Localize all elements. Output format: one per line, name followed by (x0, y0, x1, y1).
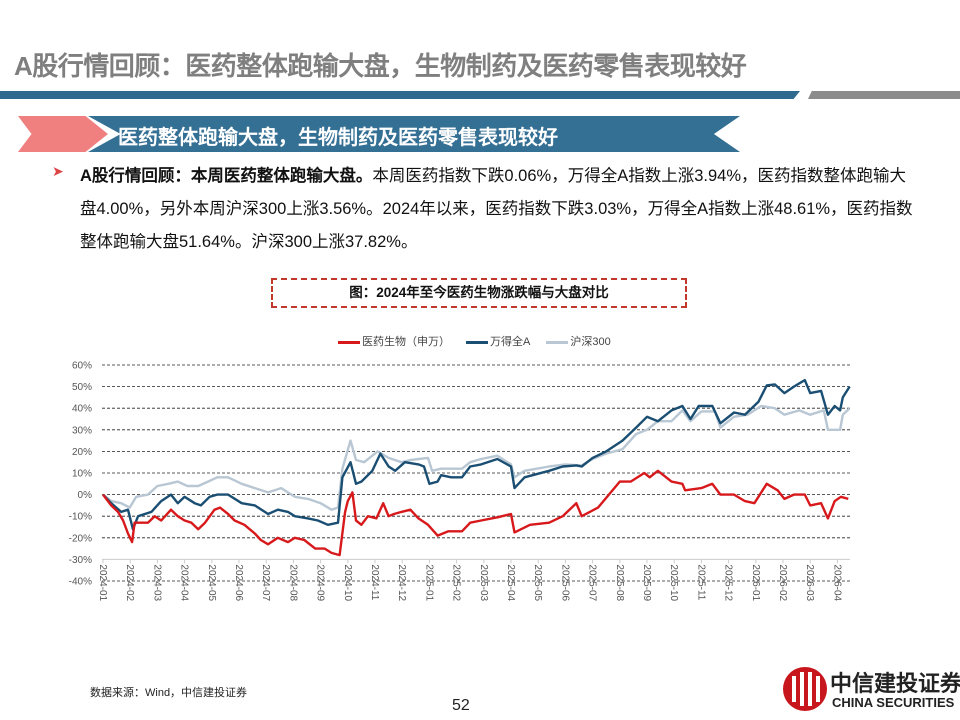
x-tick-label: 2024-10 (342, 564, 353, 601)
y-tick-label: 60% (72, 361, 92, 372)
x-tick-label: 2026-04 (831, 564, 842, 601)
x-tick-label: 2025-10 (668, 564, 679, 601)
slide-title: A股行情回顾：医药整体跑输大盘，生物制药及医药零售表现较好 (14, 51, 747, 81)
x-tick-label: 2024-09 (315, 564, 326, 601)
x-tick-label: 2025-02 (451, 564, 462, 601)
x-tick-label: 2024-01 (97, 564, 108, 601)
banner-arrow (18, 116, 108, 152)
x-tick-label: 2024-02 (124, 564, 135, 601)
y-tick-label: -20% (69, 533, 92, 544)
data-source: 数据来源：Wind，中信建投证券 (90, 687, 248, 699)
x-tick-label: 2025-11 (695, 564, 706, 600)
x-tick-label: 2025-04 (505, 564, 516, 601)
chart-legend: 医药生物（申万） 万得全A 沪深300 (338, 333, 611, 349)
legend-item-csi300: 沪深300 (546, 333, 611, 349)
bullet-arrow-icon: ➤ (52, 163, 64, 179)
company-logo: 中信建投证券 CHINA SECURITIES (782, 664, 960, 716)
legend-label: 万得全A (490, 336, 531, 348)
series-line-2 (102, 404, 851, 511)
x-tick-label: 2024-11 (369, 564, 380, 600)
y-tick-label: 10% (72, 469, 92, 480)
x-tick-label: 2025-06 (559, 564, 570, 601)
y-tick-label: -40% (69, 577, 92, 588)
x-tick-label: 2026-02 (777, 564, 788, 601)
x-tick-label: 2024-07 (260, 564, 271, 601)
series-line-0 (102, 469, 849, 557)
legend-swatch (546, 340, 569, 344)
y-tick-label: 0% (78, 490, 93, 501)
legend-item-pharma: 医药生物（申万） (338, 333, 450, 349)
y-tick-label: 50% (72, 382, 92, 393)
y-tick-label: -30% (69, 555, 92, 566)
banner-text: 医药整体跑输大盘，生物制药及医药零售表现较好 (118, 127, 558, 149)
citic-logo-icon (783, 667, 827, 711)
x-tick-label: 2025-03 (478, 564, 489, 601)
legend-item-wind-a: 万得全A (466, 333, 530, 349)
header-divider-gray (808, 91, 960, 99)
y-tick-label: 40% (72, 404, 92, 415)
x-tick-label: 2024-03 (151, 564, 162, 601)
x-tick-label: 2024-04 (179, 564, 190, 601)
bullet-text: 本周医药指数下跌0.06%，万得全A指数上涨3.94%，医药指数整体跑输大盘4.… (80, 167, 913, 251)
x-tick-label: 2025-01 (423, 564, 434, 601)
y-tick-label: 20% (72, 447, 92, 458)
legend-swatch (338, 340, 360, 344)
chart-title: 图：2024年至今医药生物涨跌幅与大盘对比 (271, 278, 687, 308)
x-tick-label: 2025-08 (614, 564, 625, 601)
x-tick-label: 2025-12 (723, 564, 734, 601)
y-tick-label: 30% (72, 425, 92, 436)
x-tick-label: 2026-01 (750, 564, 761, 601)
series-line-1 (102, 378, 851, 531)
page-number: 52 (452, 697, 470, 714)
legend-label: 医药生物（申万） (362, 336, 450, 348)
header-divider-blue (0, 91, 800, 99)
bullet-bold-lead: A股行情回顾：本周医药整体跑输大盘。 (80, 167, 373, 185)
x-tick-label: 2024-12 (396, 564, 407, 601)
x-tick-label: 2025-05 (532, 564, 543, 601)
x-tick-label: 2024-08 (287, 564, 298, 601)
logo-text-cn: 中信建投证券 (830, 671, 960, 697)
legend-swatch (466, 340, 488, 344)
x-tick-label: 2024-06 (233, 564, 244, 601)
x-tick-label: 2025-09 (641, 564, 652, 601)
x-tick-label: 2025-07 (587, 564, 598, 601)
legend-label: 沪深300 (570, 336, 611, 348)
x-tick-label: 2024-05 (206, 564, 217, 601)
logo-text-en: CHINA SECURITIES (832, 695, 955, 710)
bullet-paragraph: A股行情回顾：本周医药整体跑输大盘。本周医药指数下跌0.06%，万得全A指数上涨… (80, 160, 915, 259)
y-tick-label: -10% (69, 512, 92, 523)
banner (88, 116, 740, 152)
x-tick-label: 2026-03 (804, 564, 815, 601)
